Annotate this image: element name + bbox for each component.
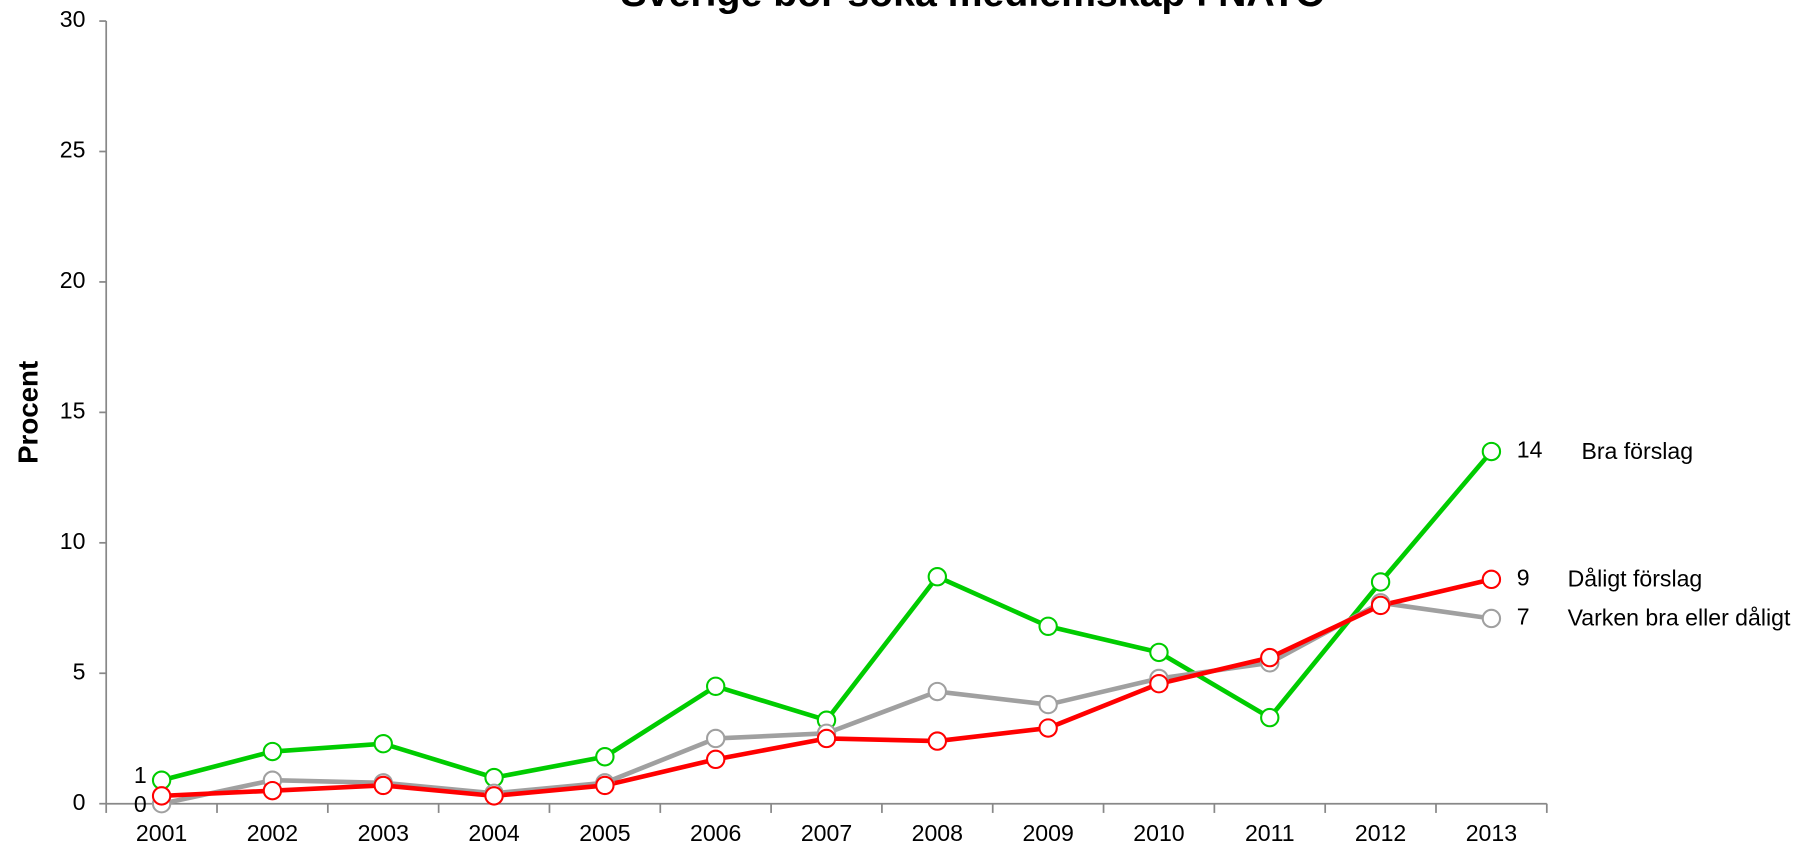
point [1481, 441, 1502, 462]
x-tick-label: 2010 [1133, 820, 1184, 846]
point [1038, 694, 1058, 715]
value-label: 1 [134, 762, 147, 788]
x-tick-label: 2009 [1022, 820, 1073, 846]
x-tick-label: 2013 [1466, 820, 1517, 846]
point [927, 681, 948, 702]
legend-label: Bra förslag [1581, 438, 1693, 464]
point [1481, 569, 1502, 590]
x-tick-label: 2011 [1245, 820, 1295, 846]
series-line [161, 600, 1492, 806]
point [1149, 673, 1169, 694]
x-tick-label: 2012 [1355, 820, 1406, 846]
value-label: 9 [1517, 564, 1530, 590]
point [816, 728, 837, 749]
point [262, 780, 283, 801]
y-tick-label: 30 [60, 6, 86, 32]
point [1481, 608, 1502, 629]
point [151, 786, 172, 806]
point [1260, 707, 1280, 728]
point [1370, 572, 1391, 592]
value-label: 7 [1517, 604, 1530, 630]
value-label: 14 [1517, 437, 1543, 463]
y-tick-label: 15 [60, 397, 86, 423]
point [927, 567, 948, 587]
chart-title: Sverige bör söka medlemskap i NATO [621, 0, 1326, 15]
x-tick-label: 2007 [801, 820, 852, 846]
point [373, 775, 393, 796]
point [1038, 718, 1058, 738]
point [595, 775, 615, 796]
x-tick-label: 2005 [579, 820, 630, 846]
point [927, 731, 948, 751]
point [1149, 642, 1169, 663]
point [595, 747, 615, 767]
point [1370, 595, 1391, 616]
x-tick-label: 2006 [690, 820, 741, 846]
point [484, 786, 504, 806]
point [262, 741, 283, 762]
point [373, 734, 393, 754]
y-tick-label: 5 [73, 658, 86, 684]
y-tick-label: 20 [60, 267, 86, 293]
x-tick-label: 2008 [912, 820, 963, 846]
y-tick-label: 10 [60, 528, 86, 554]
legend-label: Varken bra eller dåligt [1568, 605, 1791, 631]
legend-label: Dåligt förslag [1568, 566, 1703, 592]
y-tick-label: 25 [60, 137, 86, 163]
x-tick-label: 2001 [136, 820, 187, 846]
y-tick-label: 0 [73, 789, 86, 815]
x-tick-label: 2002 [247, 820, 298, 846]
y-axis-label: Procent [12, 361, 43, 464]
value-label: 0 [134, 791, 147, 817]
point [705, 749, 726, 770]
point [1038, 616, 1058, 636]
point [705, 728, 726, 749]
point [1260, 647, 1280, 668]
x-tick-label: 2004 [468, 820, 520, 846]
x-tick-label: 2003 [358, 820, 409, 846]
point [705, 676, 726, 696]
